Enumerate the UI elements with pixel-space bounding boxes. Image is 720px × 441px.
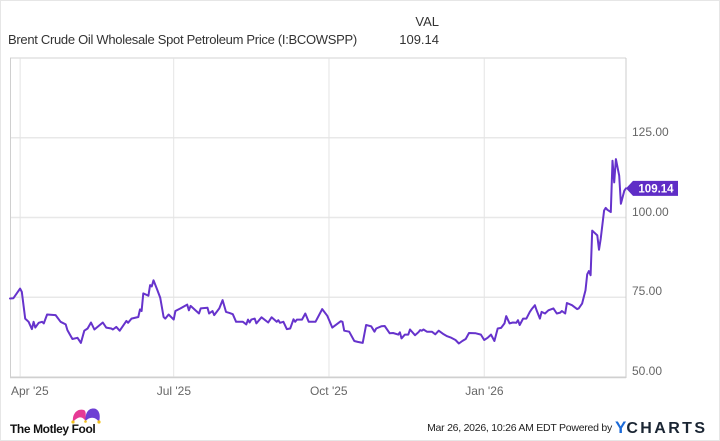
series-value: 109.14 [399,32,439,47]
motley-fool-logo: The Motley Fool [10,406,110,438]
y-tick-label-100: 100.00 [632,204,669,219]
y-tick-label-75: 75.00 [632,284,663,299]
end-value-tag-text: 109.14 [638,183,674,195]
motley-fool-wordmark: The Motley Fool [10,422,96,436]
x-tick-label-apr-25: Apr '25 [11,384,49,398]
ycharts-logo-y: Y [615,418,627,437]
end-value-tag-shape [626,180,678,196]
timestamp: Mar 26, 2026, 10:26 AM EDT [427,422,557,434]
powered-by-label: Powered by [559,422,612,434]
end-value-tag: 109.14 [626,180,678,196]
jester-hat-icon [71,408,101,424]
y-tick-label-125: 125.00 [632,124,669,139]
series-name: Brent Crude Oil Wholesale Spot Petroleum… [8,32,357,47]
ycharts-logo-link[interactable]: YCHARTS [615,418,707,438]
footer-stamp: Mar 26, 2026, 10:26 AM EDT Powered by [427,422,612,435]
value-column-header: VAL [415,14,439,29]
price-line [9,158,627,345]
y-tick-label-50: 50.00 [632,364,663,378]
x-tick-label-jul-25: Jul '25 [156,384,192,398]
plot-border [10,57,627,379]
grid [10,58,626,378]
x-tick-label-jan-26: Jan '26 [465,384,504,398]
ycharts-logo-text: CHARTS [626,420,708,437]
x-tick-label-oct-25: Oct '25 [309,384,348,398]
